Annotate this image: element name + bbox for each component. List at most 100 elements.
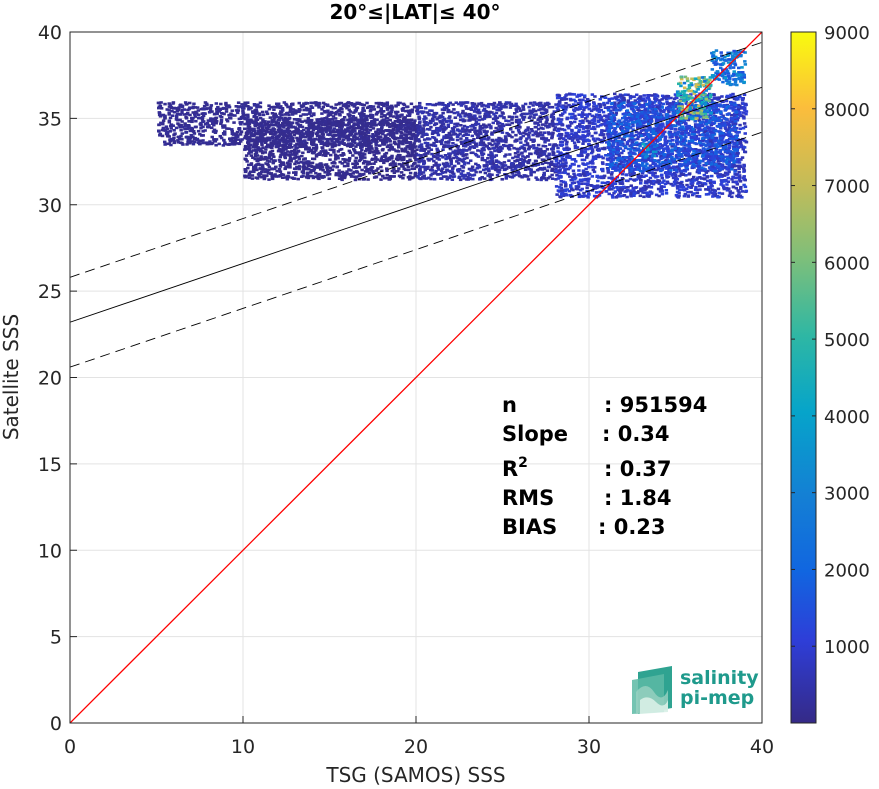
density-cell (396, 103, 400, 107)
density-cell (355, 143, 360, 147)
density-cell (293, 153, 298, 157)
density-cell (722, 187, 727, 191)
density-cell (732, 126, 736, 130)
density-cell (230, 109, 234, 112)
density-cell (164, 129, 168, 132)
density-cell (207, 111, 212, 114)
density-cell (447, 176, 451, 180)
density-cell (341, 138, 346, 141)
density-cell (334, 173, 338, 177)
density-cell (570, 162, 575, 166)
density-cell (264, 145, 269, 149)
density-cell (539, 147, 543, 151)
density-cell (506, 165, 511, 169)
density-cell (392, 140, 397, 144)
density-cell (445, 168, 449, 172)
density-cell (590, 175, 595, 178)
density-cell (520, 152, 524, 155)
density-cell (544, 178, 549, 182)
density-cell (453, 116, 458, 119)
density-cell (522, 143, 526, 147)
density-cell (458, 129, 462, 132)
density-cell (218, 108, 222, 111)
density-cell (424, 106, 428, 110)
density-cell (499, 137, 503, 141)
density-cell (232, 141, 237, 144)
density-cell (302, 108, 306, 112)
density-cell (647, 98, 651, 101)
density-cell (337, 169, 341, 172)
density-cell (593, 166, 597, 169)
density-cell (241, 114, 245, 118)
density-cell (378, 135, 382, 139)
density-cell (263, 122, 267, 125)
density-cell (551, 147, 555, 150)
density-cell (460, 102, 464, 106)
density-cell (167, 119, 172, 123)
density-cell (607, 188, 611, 191)
density-cell (401, 176, 405, 180)
density-cell (283, 151, 288, 155)
density-cell (385, 176, 389, 180)
density-cell (556, 108, 561, 111)
density-cell (393, 162, 397, 165)
density-cell (498, 121, 502, 125)
density-cell (185, 143, 189, 146)
density-cell (434, 129, 439, 132)
density-cell (429, 174, 433, 177)
density-cell (290, 146, 294, 149)
density-cell (158, 114, 163, 117)
density-cell (410, 122, 414, 126)
density-cell (361, 139, 365, 143)
density-cell (307, 167, 311, 171)
density-cell (179, 128, 183, 132)
density-cell (456, 162, 461, 165)
density-cell (606, 107, 611, 111)
density-cell (472, 109, 477, 113)
density-cell (388, 105, 393, 108)
density-cell (343, 173, 348, 177)
density-cell (249, 143, 253, 147)
density-cell (529, 173, 533, 177)
density-cell (407, 141, 412, 144)
density-cell (539, 126, 543, 130)
density-cell (310, 161, 315, 165)
density-cell (283, 147, 287, 151)
density-cell (268, 123, 273, 127)
density-cell (371, 105, 376, 108)
density-cell (258, 131, 262, 134)
density-cell (407, 111, 411, 114)
density-cell (376, 135, 380, 138)
density-cell (372, 108, 377, 111)
density-cell (535, 178, 540, 181)
density-cell (257, 175, 262, 178)
density-cell (288, 122, 292, 126)
density-cell (544, 121, 548, 125)
density-cell (550, 135, 554, 138)
density-cell (306, 150, 311, 154)
density-cell (503, 164, 508, 167)
density-cell (160, 134, 165, 138)
density-cell (641, 97, 646, 100)
density-cell (234, 135, 238, 138)
density-cell (500, 178, 504, 181)
density-cell (247, 145, 251, 148)
density-cell (361, 178, 366, 181)
density-cell (310, 148, 314, 152)
density-cell (708, 158, 713, 162)
density-cell (289, 135, 293, 139)
density-cell (287, 124, 291, 127)
density-cell (439, 114, 444, 117)
density-cell (726, 151, 730, 155)
density-cell (480, 118, 485, 121)
density-cell (442, 135, 446, 138)
density-cell (297, 155, 301, 159)
density-cell (673, 178, 678, 181)
density-cell (508, 166, 513, 169)
density-cell (411, 147, 415, 150)
density-cell (476, 108, 481, 112)
density-cell (305, 102, 310, 105)
density-cell (260, 110, 265, 114)
density-cell (443, 104, 447, 107)
density-cell (203, 112, 207, 115)
